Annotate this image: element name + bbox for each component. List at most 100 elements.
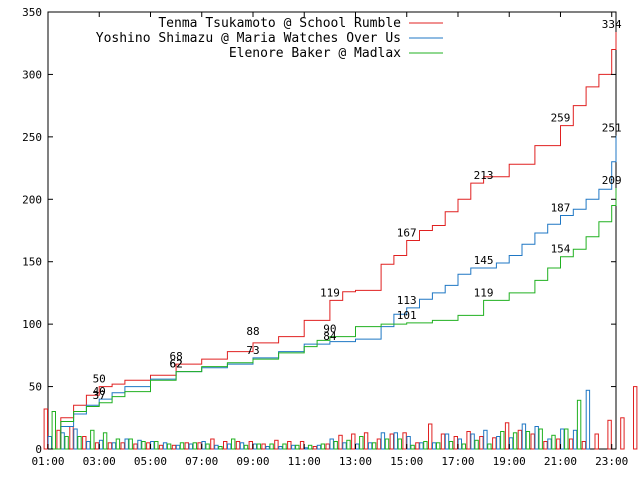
y-tick-label: 300: [22, 68, 42, 81]
histogram-bar: [243, 444, 249, 450]
histogram-bar: [333, 441, 338, 450]
x-tick-label: 07:00: [185, 455, 218, 468]
histogram-bar: [483, 429, 488, 450]
x-tick-label: 15:00: [390, 455, 423, 468]
histogram-bar: [64, 436, 69, 450]
histogram-bar: [496, 436, 501, 450]
histogram-bar: [620, 417, 625, 450]
chart-frame: [47, 11, 617, 450]
histogram-bar: [351, 433, 356, 450]
histogram-bar: [82, 436, 87, 450]
series-line-1: [48, 135, 617, 450]
x-tick-label: 01:00: [31, 455, 64, 468]
point-label: 259: [551, 112, 571, 125]
histogram-bar: [432, 442, 437, 450]
histogram-bar: [320, 443, 326, 450]
histogram-bar: [150, 441, 155, 450]
histogram-bar: [179, 442, 185, 450]
histogram-bar: [338, 434, 343, 450]
histogram-bar: [367, 442, 373, 450]
histogram-bar: [376, 438, 382, 450]
histogram-bar: [60, 432, 65, 450]
x-tick-label: 23:00: [595, 455, 628, 468]
histogram-bar: [43, 408, 48, 450]
histogram-bar: [299, 441, 305, 450]
point-label: 62: [169, 358, 182, 371]
histogram-bar: [248, 441, 254, 450]
histogram-bar: [51, 411, 56, 450]
point-label: 84: [323, 330, 337, 343]
histogram-bar: [265, 446, 270, 450]
histogram-bars: [43, 386, 638, 450]
histogram-bar: [380, 432, 386, 450]
histogram-bar: [235, 441, 241, 450]
histogram-bar: [572, 429, 578, 450]
x-tick-label: 09:00: [236, 455, 269, 468]
histogram-bar: [128, 438, 133, 450]
histogram-bar: [133, 443, 138, 450]
histogram-bar: [94, 442, 100, 450]
histogram-bar: [325, 443, 330, 450]
histogram-bar: [585, 389, 591, 450]
point-label: 62: [169, 358, 182, 371]
histogram-bar: [504, 422, 510, 450]
histogram-bar: [107, 442, 113, 450]
histogram-bar: [453, 436, 459, 450]
point-label: 187: [551, 202, 571, 215]
x-tick-label: 21:00: [544, 455, 577, 468]
x-tick-label: 03:00: [83, 455, 116, 468]
histogram-bar: [568, 438, 574, 450]
histogram-bar: [261, 443, 266, 450]
histogram-bar: [440, 433, 446, 450]
histogram-bar: [205, 443, 210, 450]
histogram-bar: [278, 446, 283, 450]
histogram-bar: [517, 429, 523, 450]
histogram-bar: [538, 428, 543, 450]
histogram-bar: [393, 432, 399, 450]
point-label: 113: [397, 294, 417, 307]
histogram-bar: [282, 443, 287, 450]
y-tick-label: 150: [22, 256, 42, 269]
histogram-bar: [560, 428, 565, 450]
histogram-bar: [137, 439, 142, 450]
histogram-bar: [521, 423, 527, 450]
histogram-bar: [120, 442, 125, 450]
histogram-bar: [295, 444, 300, 450]
point-label: 251: [602, 122, 622, 135]
histogram-bar: [355, 443, 360, 450]
histogram-bar: [218, 446, 223, 450]
histogram-bar: [384, 438, 390, 450]
histogram-bar: [210, 438, 215, 450]
histogram-bar: [415, 442, 420, 450]
point-label: 40: [93, 385, 106, 398]
histogram-bar: [47, 436, 52, 450]
histogram-bar: [111, 442, 117, 450]
histogram-bar: [576, 399, 582, 450]
histogram-bar: [633, 386, 638, 450]
histogram-bar: [90, 429, 95, 450]
histogram-bar: [551, 434, 556, 450]
histogram-bar: [303, 447, 309, 450]
histogram-bar: [171, 444, 177, 450]
y-tick-label: 350: [22, 6, 42, 19]
histogram-bar: [115, 438, 121, 450]
histogram-bar: [402, 432, 407, 450]
histogram-bar: [346, 439, 351, 450]
x-tick-label: 05:00: [134, 455, 167, 468]
histogram-bar: [146, 442, 151, 450]
histogram-bar: [410, 444, 415, 450]
histogram-bar: [329, 438, 334, 450]
cumulative-lines: [48, 32, 617, 450]
y-tick-label: 0: [35, 443, 42, 456]
histogram-bar: [124, 438, 129, 450]
histogram-bar: [419, 442, 424, 450]
histogram-bar: [363, 432, 369, 450]
histogram-bar: [291, 444, 296, 450]
point-label: 145: [474, 254, 494, 267]
series-line-2: [48, 188, 617, 450]
histogram-bar: [162, 442, 168, 450]
histogram-bar: [512, 432, 518, 450]
histogram-bar: [154, 441, 159, 450]
